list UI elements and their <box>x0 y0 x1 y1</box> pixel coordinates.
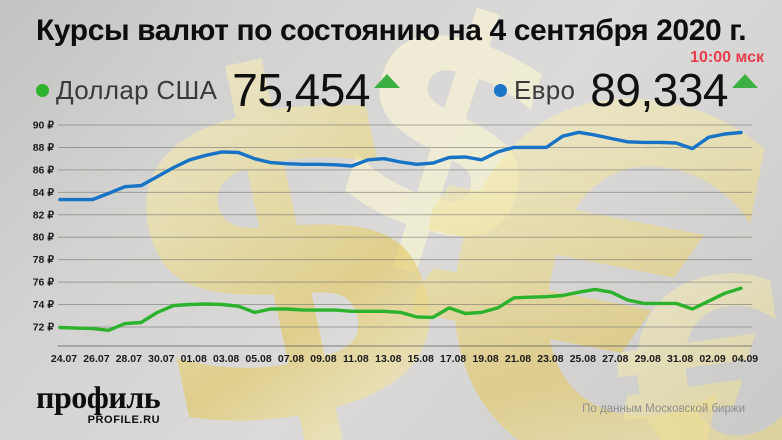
profile-logo: профиль PROFILE.RU <box>36 379 161 426</box>
y-axis-tick-label: 90 ₽ <box>33 120 55 132</box>
y-axis-tick-label: 80 ₽ <box>33 232 55 244</box>
x-axis-tick-label: 31.08 <box>667 353 693 365</box>
exchange-rate-chart: 90 ₽ 88 ₽ 86 ₽ 84 ₽ 82 ₽ 80 ₽ 78 ₽ 76 ₽ 74 ₽ 72 ₽… <box>33 120 759 366</box>
usd-value: 75,454 <box>232 64 370 116</box>
x-axis-tick-label: 03.08 <box>213 353 239 365</box>
eur-legend-dot-icon <box>494 83 507 97</box>
y-axis-tick-label: 72 ₽ <box>33 321 55 333</box>
y-axis-tick-label: 82 ₽ <box>33 209 55 221</box>
page-title: Курсы валют по состоянию на 4 сентября 2… <box>36 14 747 47</box>
y-axis-tick-label: 84 ₽ <box>33 187 55 199</box>
x-axis-tick-label: 13.08 <box>375 353 401 365</box>
x-axis-tick-label: 05.08 <box>245 353 271 365</box>
x-axis-tick-label: 23.08 <box>537 353 563 365</box>
x-axis-tick-label: 21.08 <box>505 353 531 365</box>
x-axis-tick-label: 04.09 <box>732 353 758 365</box>
y-axis-tick-label: 76 ₽ <box>33 277 55 289</box>
x-axis-tick-label: 24.07 <box>51 353 77 365</box>
series-line-eur <box>58 130 743 202</box>
x-axis-tick-label: 25.08 <box>570 353 596 365</box>
y-axis-tick-label: 88 ₽ <box>33 142 55 154</box>
eur-up-arrow-icon <box>731 74 758 88</box>
y-axis-tick-label: 78 ₽ <box>33 254 55 266</box>
y-axis-tick-label: 86 ₽ <box>33 164 55 176</box>
x-axis-tick-label: 17.08 <box>440 353 466 365</box>
x-axis-tick-label: 09.08 <box>310 353 336 365</box>
eur-label: Евро <box>514 74 576 105</box>
x-axis-tick-label: 28.07 <box>116 353 142 365</box>
x-axis-tick-label: 11.08 <box>343 353 369 365</box>
x-axis-tick-label: 29.08 <box>635 353 661 365</box>
x-axis-tick-label: 15.08 <box>408 353 434 365</box>
x-axis-tick-label: 30.07 <box>148 353 174 365</box>
x-axis-tick-label: 19.08 <box>472 353 498 365</box>
x-axis-tick-label: 01.08 <box>181 353 207 365</box>
series-line-usd <box>58 286 743 333</box>
y-axis-tick-label: 74 ₽ <box>33 299 55 311</box>
usd-up-arrow-icon <box>373 74 400 88</box>
eur-quote: Евро 89,334 <box>494 64 758 116</box>
usd-legend-dot-icon <box>36 83 49 97</box>
x-axis-tick-label: 07.08 <box>278 353 304 365</box>
usd-quote: Доллар США 75,454 <box>36 64 400 116</box>
x-axis-tick-label: 02.09 <box>699 353 725 365</box>
data-source-note: По данным Московской биржи <box>582 403 745 415</box>
timestamp: 10:00 мск <box>690 49 764 66</box>
eur-value: 89,334 <box>590 64 728 116</box>
usd-label: Доллар США <box>56 74 218 105</box>
logo-wordmark: профиль <box>36 379 161 415</box>
logo-domain: PROFILE.RU <box>87 414 161 426</box>
x-axis-tick-label: 26.07 <box>83 353 109 365</box>
x-axis-tick-label: 27.08 <box>602 353 628 365</box>
